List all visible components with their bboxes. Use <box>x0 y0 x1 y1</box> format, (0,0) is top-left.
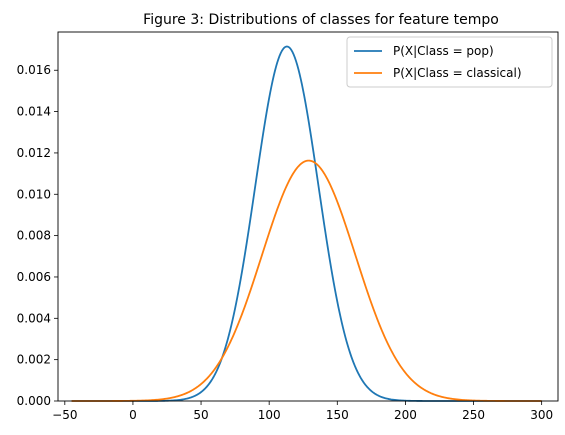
chart-title: Figure 3: Distributions of classes for f… <box>143 12 499 28</box>
y-tick-label: 0.012 <box>17 146 51 160</box>
legend: P(X|Class = pop) P(X|Class = classical) <box>346 36 553 88</box>
y-axis: 0.000 0.002 0.004 0.006 0.008 0.010 0.012 0.014… <box>17 63 58 408</box>
x-tick-label: 0 <box>129 408 137 422</box>
y-tick-label: 0.002 <box>17 353 51 367</box>
series-line-1 <box>71 159 542 402</box>
y-tick-label: 0.004 <box>17 311 51 325</box>
y-tick-label: 0.006 <box>17 270 51 284</box>
x-tick-label: 150 <box>326 408 349 422</box>
x-tick-label: 50 <box>193 408 208 422</box>
series-line-0 <box>71 45 542 402</box>
x-axis: −50 0 50 100 150 200 250 300 <box>52 401 553 422</box>
x-tick-label: −50 <box>52 408 77 422</box>
legend-box <box>346 36 553 88</box>
legend-label-pop: P(X|Class = pop) <box>393 44 494 58</box>
y-tick-label: 0.010 <box>17 187 51 201</box>
x-tick-label: 100 <box>258 408 281 422</box>
y-tick-label: 0.016 <box>17 63 51 77</box>
plot-frame <box>57 31 559 402</box>
y-tick-label: 0.014 <box>17 105 51 119</box>
x-tick-label: 250 <box>462 408 485 422</box>
plot-area: −50 0 50 100 150 200 250 300 0.0000.0020.0040.0… <box>17 31 559 422</box>
series-layer <box>71 45 542 402</box>
x-tick-label: 300 <box>530 408 553 422</box>
y-tick-label: 0.000 <box>17 394 51 408</box>
y-tick-label: 0.008 <box>17 229 51 243</box>
x-tick-label: 200 <box>394 408 417 422</box>
legend-label-classical: P(X|Class = classical) <box>393 66 522 80</box>
